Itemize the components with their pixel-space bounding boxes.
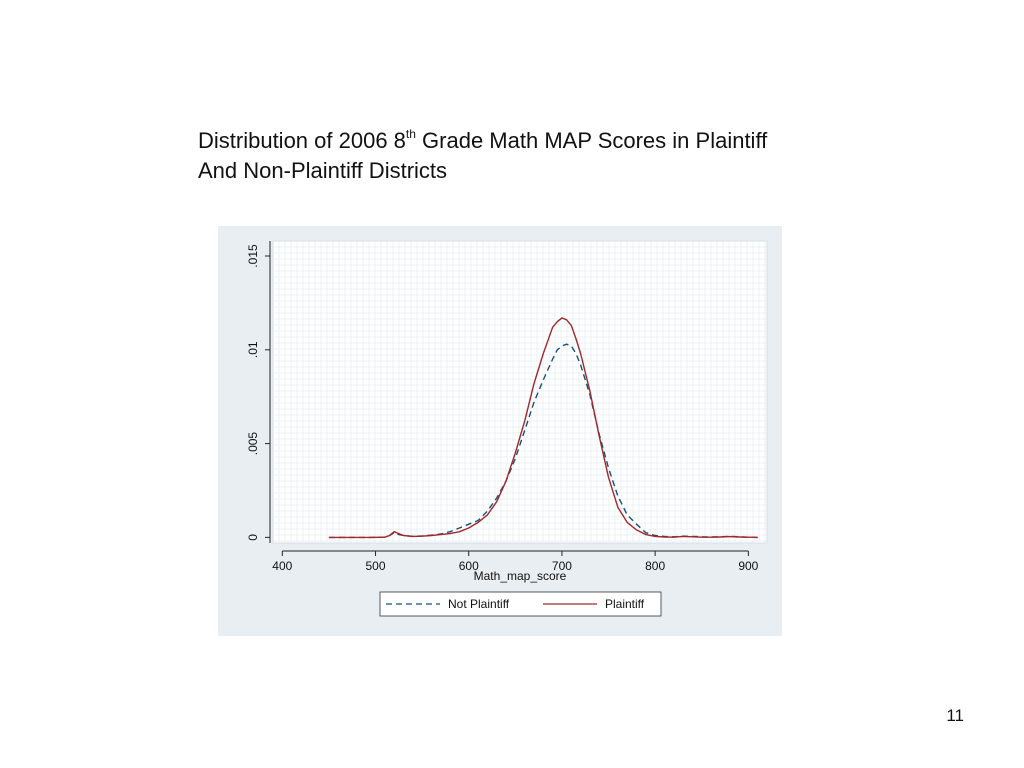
legend-label-not-plaintiff: Not Plaintiff: [448, 597, 510, 611]
x-tick-label: 900: [738, 559, 758, 573]
y-tick-label: 0: [246, 534, 260, 541]
series-line-plaintiff: [328, 317, 758, 539]
legend-label-plaintiff: Plaintiff: [605, 597, 645, 611]
series-layer: [328, 317, 758, 539]
title-prefix: Distribution of 2006 8: [198, 128, 406, 153]
y-tick-label: .015: [246, 244, 260, 268]
y-tick-label: .01: [246, 341, 260, 358]
slide-title-line-1: Distribution of 2006 8th Grade Math MAP …: [198, 126, 767, 156]
x-tick-label: 400: [272, 559, 292, 573]
slide-number: 11: [946, 706, 964, 725]
title-rest: Grade Math MAP Scores in Plaintiff: [415, 128, 768, 153]
density-chart: 400 500 600 700 800 900 0 .005 .01 .015 Math_map_…: [218, 226, 782, 636]
x-axis-label: Math_map_score: [474, 569, 567, 583]
y-tick-label: .005: [246, 432, 260, 456]
x-tick-label: 600: [459, 559, 479, 573]
plot-area: [272, 240, 768, 544]
slide-title-line-2: And Non-Plaintiff Districts: [198, 158, 448, 183]
title-superscript: th: [405, 126, 416, 141]
legend: Not Plaintiff Plaintiff: [379, 591, 662, 617]
axes: 400 500 600 700 800 900 0 .005 .01 .015: [246, 241, 759, 573]
x-tick-label: 700: [552, 559, 572, 573]
chart-panel: 400 500 600 700 800 900 0 .005 .01 .015 Math_map_…: [218, 226, 782, 641]
x-tick-label: 800: [645, 559, 665, 573]
grid: [273, 241, 767, 543]
slide-title: Distribution of 2006 8th Grade Math MAP …: [198, 126, 767, 186]
x-tick-label: 500: [366, 559, 386, 573]
